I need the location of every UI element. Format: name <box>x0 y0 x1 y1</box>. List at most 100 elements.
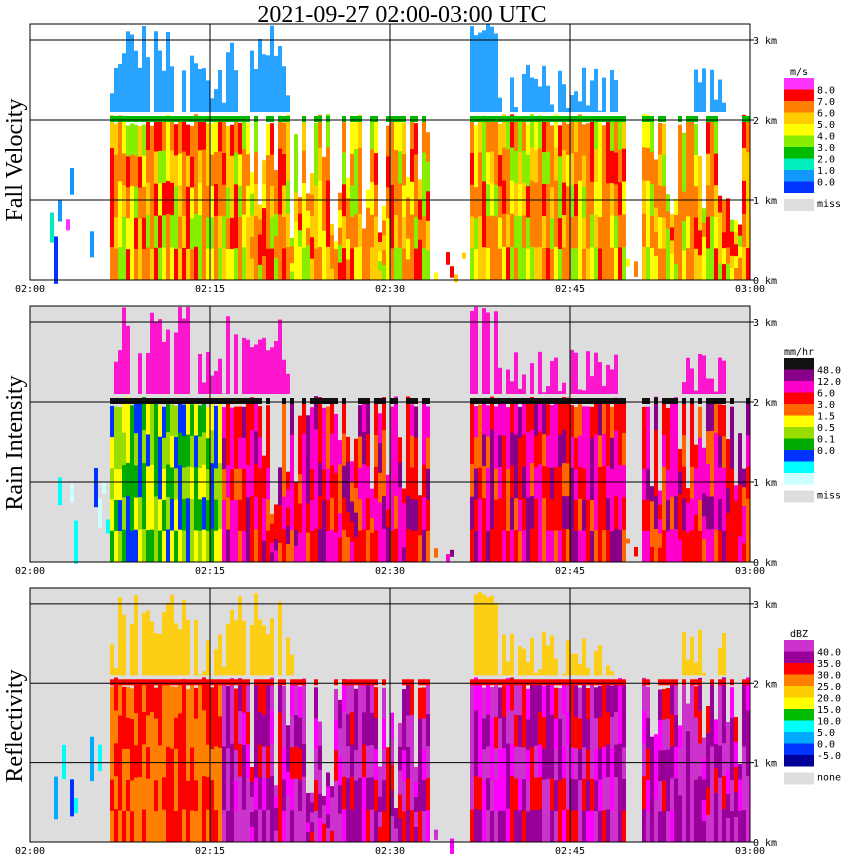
fall-velocity-frame <box>29 23 751 281</box>
colorbar-swatch <box>784 181 814 193</box>
colorbar-missing-label: miss <box>817 199 841 210</box>
rain-intensity-axis-label: Rain Intensity <box>2 375 28 510</box>
x-tick-label: 02:00 <box>15 284 45 295</box>
colorbar-level-label: 3.0 <box>817 143 835 154</box>
colorbar-swatch <box>784 720 814 732</box>
reflectivity-panel: 02:00 02:15 02:30 02:45 03:000 km 1 km 2 km 3 k… <box>2 587 841 857</box>
colorbar-level-label: 3.0 <box>817 400 835 411</box>
colorbar-swatch <box>784 743 814 755</box>
colorbar-swatch <box>784 112 814 124</box>
x-tick-label: 02:45 <box>555 566 585 577</box>
colorbar-unit: mm/hr <box>784 347 814 358</box>
colorbar-swatch <box>784 473 814 485</box>
colorbar-swatch <box>784 369 814 381</box>
x-tick-label: 02:30 <box>375 566 405 577</box>
colorbar-level-label: 10.0 <box>817 717 841 728</box>
y-tick-label: 3 km <box>753 600 777 611</box>
colorbar-level-label: 35.0 <box>817 659 841 670</box>
colorbar-swatch <box>784 674 814 686</box>
colorbar-swatch <box>784 427 814 439</box>
colorbar-level-label: 1.5 <box>817 412 835 423</box>
reflectivity-gridlines <box>30 588 750 842</box>
colorbar-swatch <box>784 438 814 450</box>
rain-intensity-frame <box>29 305 751 563</box>
x-tick-label: 03:00 <box>735 284 765 295</box>
colorbar-missing-label: miss <box>817 491 841 502</box>
fall-velocity-echo-field <box>50 24 750 284</box>
rain-intensity-gridlines <box>30 306 750 562</box>
colorbar-swatch <box>784 89 814 101</box>
colorbar-swatch <box>784 640 814 652</box>
colorbar-missing-swatch <box>784 772 814 785</box>
colorbar-unit: dBZ <box>790 629 808 640</box>
colorbar-level-label: 0.0 <box>817 178 835 189</box>
y-tick-label: 3 km <box>753 318 777 329</box>
x-tick-label: 02:00 <box>15 566 45 577</box>
colorbar-swatch <box>784 732 814 744</box>
colorbar-level-label: 6.0 <box>817 389 835 400</box>
y-tick-label: 1 km <box>753 196 777 207</box>
y-tick-label: 2 km <box>753 398 777 409</box>
fall-velocity-axis-label: Fall Velocity <box>2 99 28 222</box>
x-tick-label: 02:30 <box>375 284 405 295</box>
colorbar-swatch <box>784 135 814 147</box>
colorbar-swatch <box>784 78 814 90</box>
colorbar-swatch <box>784 170 814 182</box>
colorbar-level-label: 0.0 <box>817 446 835 457</box>
colorbar-missing-label: none <box>817 773 841 784</box>
x-tick-label: 02:45 <box>555 846 585 857</box>
colorbar-swatch <box>784 147 814 159</box>
x-tick-label: 02:00 <box>15 846 45 857</box>
y-tick-label: 2 km <box>753 679 777 690</box>
colorbar-swatch <box>784 663 814 675</box>
colorbar-swatch <box>784 450 814 462</box>
y-tick-label: 0 km <box>753 558 777 569</box>
colorbar-level-label: 4.0 <box>817 132 835 143</box>
x-tick-label: 02:15 <box>195 566 225 577</box>
fall-velocity-colorbar: m/s 8.07.06.05.04.03.02.01.00.0 miss <box>784 67 841 211</box>
colorbar-swatch <box>784 101 814 113</box>
colorbar-swatch <box>784 651 814 663</box>
y-tick-label: 3 km <box>753 36 777 47</box>
y-tick-label: 2 km <box>753 116 777 127</box>
colorbar-level-label: 0.5 <box>817 423 835 434</box>
colorbar-level-label: 48.0 <box>817 366 841 377</box>
colorbar-missing-swatch <box>784 199 814 211</box>
x-tick-label: 03:00 <box>735 566 765 577</box>
colorbar-swatch <box>784 697 814 709</box>
x-tick-label: 03:00 <box>735 846 765 857</box>
reflectivity-frame <box>29 587 751 843</box>
colorbar-missing-swatch <box>784 490 814 503</box>
rain-intensity-panel: 02:00 02:15 02:30 02:45 03:000 km 1 km 2 km 3 k… <box>2 305 841 577</box>
colorbar-level-label: 5.0 <box>817 120 835 131</box>
colorbar-swatch <box>784 755 814 767</box>
fall-velocity-gridlines <box>30 24 750 280</box>
colorbar-level-label: 12.0 <box>817 377 841 388</box>
colorbar-swatch <box>784 686 814 698</box>
colorbar-level-label: 40.0 <box>817 648 841 659</box>
colorbar-level-label: 1.0 <box>817 166 835 177</box>
colorbar-swatch <box>784 404 814 416</box>
reflectivity-axis-label: Reflectivity <box>2 669 28 782</box>
colorbar-swatch <box>784 415 814 427</box>
colorbar-swatch <box>784 358 814 370</box>
colorbar-unit: m/s <box>790 67 808 78</box>
y-tick-label: 0 km <box>753 838 777 849</box>
colorbar-level-label: -5.0 <box>817 751 841 762</box>
reflectivity-colorbar: dBZ 40.035.030.025.020.015.010.05.00.0-5.… <box>784 629 841 785</box>
y-tick-label: 1 km <box>753 478 777 489</box>
colorbar-level-label: 0.0 <box>817 740 835 751</box>
y-tick-label: 1 km <box>753 759 777 770</box>
colorbar-level-label: 7.0 <box>817 97 835 108</box>
colorbar-level-label: 15.0 <box>817 705 841 716</box>
x-tick-label: 02:45 <box>555 284 585 295</box>
colorbar-swatch <box>784 709 814 721</box>
colorbar-swatch <box>784 461 814 473</box>
colorbar-level-label: 5.0 <box>817 728 835 739</box>
colorbar-level-label: 25.0 <box>817 682 841 693</box>
colorbar-swatch <box>784 124 814 136</box>
colorbar-level-label: 20.0 <box>817 694 841 705</box>
x-tick-label: 02:15 <box>195 284 225 295</box>
